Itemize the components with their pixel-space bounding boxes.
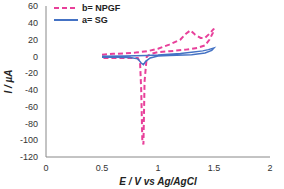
svg-text:-20: -20 — [25, 68, 38, 78]
svg-text:20: 20 — [28, 35, 38, 45]
html-text:a= SG: a= SG — [82, 15, 108, 25]
svg-text:2: 2 — [267, 163, 272, 173]
svg-text:40: 40 — [28, 18, 38, 28]
svg-text:-80: -80 — [25, 119, 38, 129]
svg-text:60: 60 — [28, 1, 38, 11]
svg-text:-100: -100 — [20, 135, 38, 145]
svg-text:-40: -40 — [25, 85, 38, 95]
html-text:b= NPGF: b= NPGF — [82, 3, 121, 13]
svg-text:I / µA: I / µA — [8, 69, 14, 93]
svg-text:0: 0 — [43, 163, 48, 173]
svg-text:0.5: 0.5 — [96, 163, 109, 173]
svg-text:-60: -60 — [25, 102, 38, 112]
svg-text:1: 1 — [155, 163, 160, 173]
svg-text:E / V vs Ag/AgCl: E / V vs Ag/AgCl — [119, 176, 197, 187]
svg-text:0: 0 — [33, 52, 38, 62]
svg-text:-120: -120 — [20, 152, 38, 162]
svg-text:1.5: 1.5 — [208, 163, 221, 173]
